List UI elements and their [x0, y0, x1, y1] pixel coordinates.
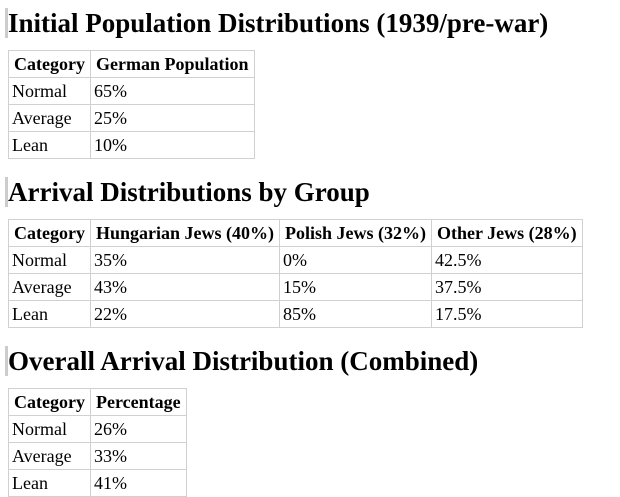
table-cell: Normal [8, 246, 91, 274]
table-cell: Lean [8, 469, 91, 497]
data-table: Category German Population Normal 65% Averag… [8, 50, 255, 159]
table-cell: 0% [279, 246, 432, 274]
table-row: Lean 22% 85% 17.5% [8, 300, 583, 328]
section: Overall Arrival Distribution (Combined) C… [5, 342, 620, 497]
header-cell: Polish Jews (32%) [279, 219, 432, 247]
table-row: Normal 26% [8, 415, 187, 443]
table-cell: 17.5% [431, 300, 583, 328]
section-title: Arrival Distributions by Group [5, 173, 620, 211]
table-cell: Average [8, 104, 91, 132]
table-cell: 37.5% [431, 273, 583, 301]
header-cell: Category [8, 388, 91, 416]
table-cell: 33% [89, 442, 187, 470]
caret-mark [5, 8, 8, 38]
table-cell: Lean [8, 300, 91, 328]
table-row: Average 25% [8, 104, 255, 132]
header-cell: Other Jews (28%) [431, 219, 583, 247]
table-row: Lean 41% [8, 469, 187, 497]
table-cell: 10% [89, 131, 255, 159]
table-cell: Normal [8, 415, 91, 443]
section-title: Overall Arrival Distribution (Combined) [5, 342, 620, 380]
caret-mark [5, 346, 8, 376]
table-cell: 15% [279, 273, 432, 301]
section: Arrival Distributions by Group Category Hu… [5, 173, 620, 328]
table-cell: 41% [89, 469, 187, 497]
table-row: Normal 35% 0% 42.5% [8, 246, 583, 274]
table-cell: 85% [279, 300, 432, 328]
header-cell: Category [8, 219, 91, 247]
table-cell: 65% [89, 77, 255, 105]
header-row: Category German Population [8, 50, 255, 78]
table-cell: 35% [89, 246, 281, 274]
data-table: Category Percentage Normal 26% Average 33% Lea… [8, 388, 187, 497]
table-cell: 22% [89, 300, 281, 328]
table-cell: Normal [8, 77, 91, 105]
table-row: Average 43% 15% 37.5% [8, 273, 583, 301]
header-cell: Category [8, 50, 91, 78]
caret-mark [5, 177, 8, 207]
table-cell: 26% [89, 415, 187, 443]
table-cell: 25% [89, 104, 255, 132]
table-cell: Average [8, 442, 91, 470]
table-cell: Lean [8, 131, 91, 159]
table-cell: 43% [89, 273, 281, 301]
header-row: Category Percentage [8, 388, 187, 416]
table-cell: 42.5% [431, 246, 583, 274]
data-table: Category Hungarian Jews (40%) Polish Jews … [8, 219, 583, 328]
table-row: Normal 65% [8, 77, 255, 105]
header-row: Category Hungarian Jews (40%) Polish Jews … [8, 219, 583, 247]
table-row: Average 33% [8, 442, 187, 470]
table-row: Lean 10% [8, 131, 255, 159]
header-cell: Hungarian Jews (40%) [89, 219, 281, 247]
header-cell: German Population [89, 50, 255, 78]
table-cell: Average [8, 273, 91, 301]
section: Initial Population Distributions (1939/p… [5, 4, 620, 159]
section-title: Initial Population Distributions (1939/p… [5, 4, 620, 42]
header-cell: Percentage [89, 388, 187, 416]
